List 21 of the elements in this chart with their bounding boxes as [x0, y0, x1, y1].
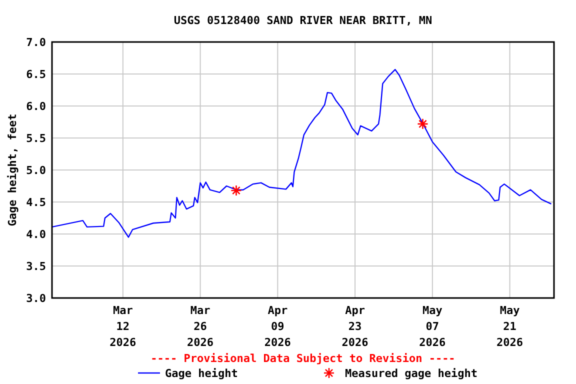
x-tick-label: May 07 2026 [419, 304, 446, 349]
chart-title: USGS 05128400 SAND RIVER NEAR BRITT, MN [174, 14, 432, 27]
line-series [52, 68, 552, 238]
y-axis-title: Gage height, feet [6, 114, 19, 226]
legend-label: Gage height [165, 367, 238, 380]
y-tick-label: 4.0 [26, 228, 46, 241]
x-tick-label: May 21 2026 [496, 304, 524, 349]
y-tick-label: 7.0 [26, 36, 46, 49]
y-tick-label: 5.5 [26, 132, 46, 145]
x-tick-label: Mar 12 2026 [110, 304, 137, 349]
x-tick-label: Apr 23 2026 [342, 304, 369, 349]
y-tick-label: 6.5 [26, 68, 46, 81]
legend-label: Measured gage height [345, 367, 478, 380]
y-tick-label: 3.5 [26, 260, 46, 273]
x-tick-label: Mar 26 2026 [187, 304, 214, 349]
y-tick-label: 4.5 [26, 196, 46, 209]
y-tick-label: 6.0 [26, 100, 46, 113]
y-tick-label: 3.0 [26, 292, 46, 305]
y-tick-label: 5.0 [26, 164, 46, 177]
text: ---- Provisional Data Subject to Revision ---- [150, 352, 456, 365]
x-tick-label: Apr 09 2026 [264, 304, 292, 349]
